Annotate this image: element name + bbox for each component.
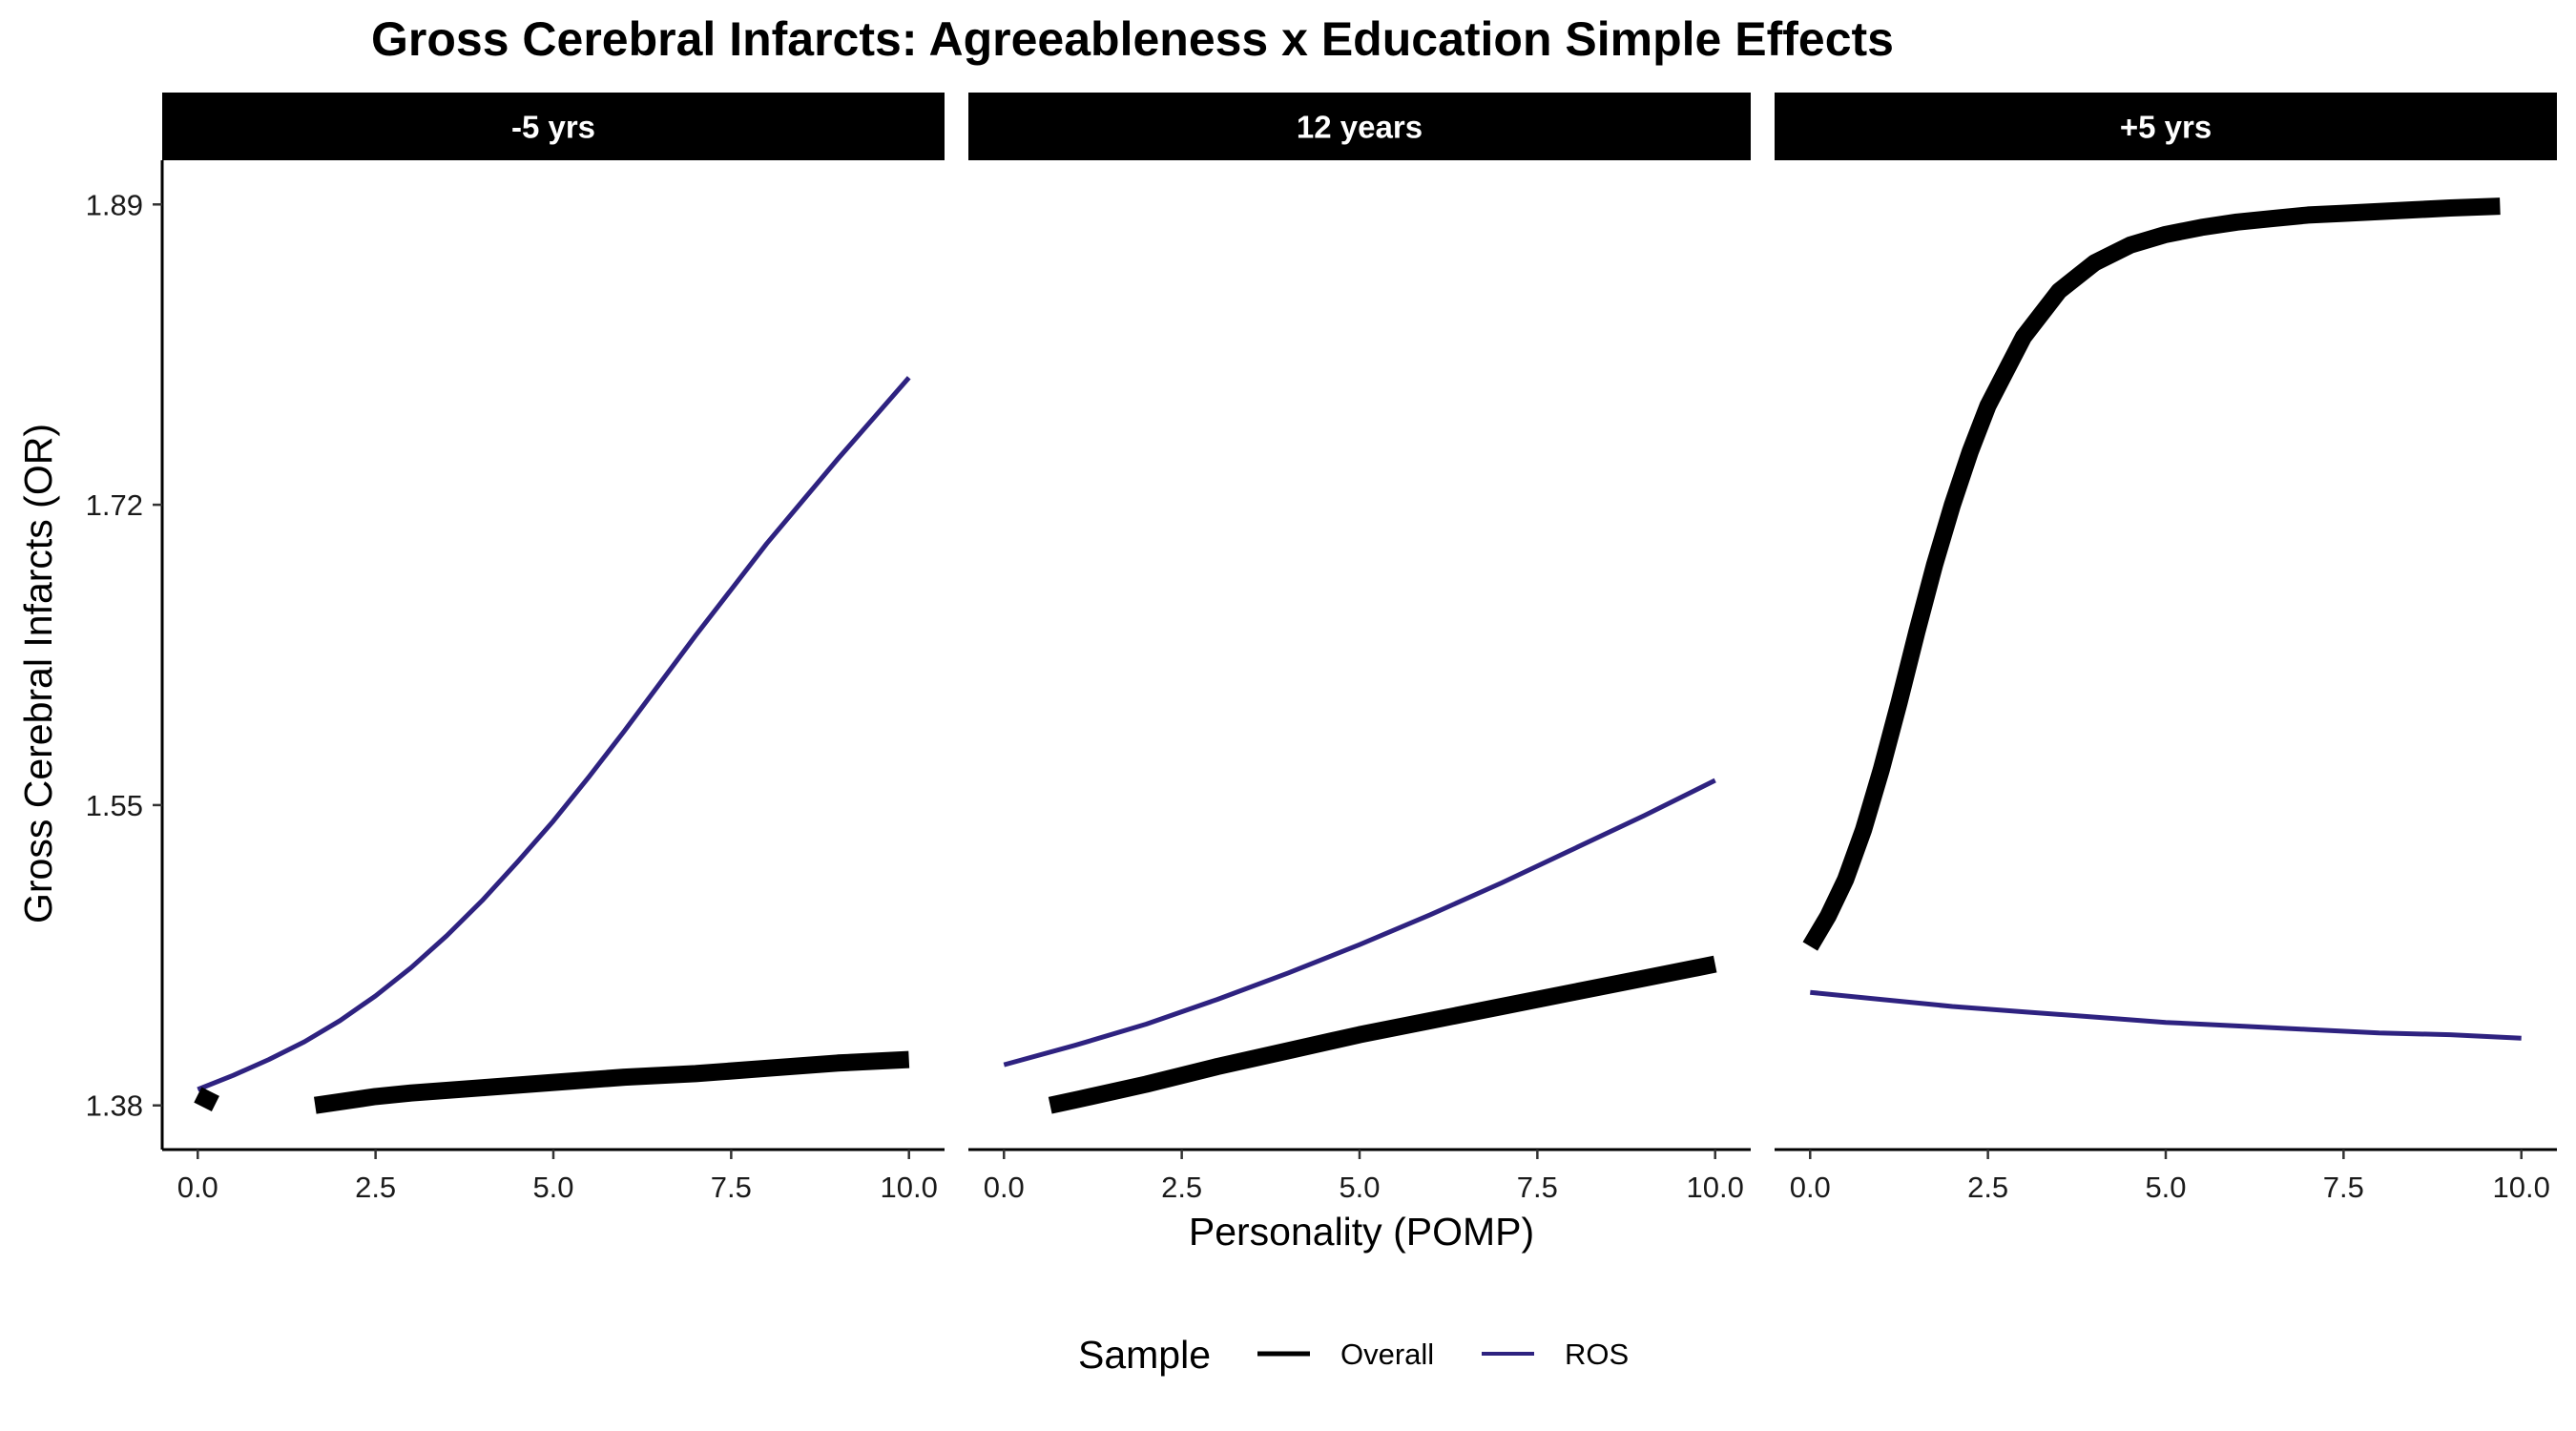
- x-tick-label: 7.5: [2323, 1171, 2364, 1204]
- legend-title: Sample: [1078, 1333, 1211, 1377]
- series-line-ros: [197, 376, 911, 1092]
- y-tick-label: 1.55: [86, 789, 143, 822]
- facet-strip-label: +5 yrs: [2120, 110, 2212, 145]
- x-axis-title: Personality (POMP): [1189, 1210, 1534, 1254]
- x-tick-label: 0.0: [984, 1171, 1025, 1204]
- panel-1: -5 yrs 1.38 1.55 1.72 1.89 0.0 2.5 5.0 7.5 10.0: [86, 93, 945, 1204]
- legend-item-ros: ROS: [1482, 1338, 1629, 1371]
- x-tick-label: 2.5: [1161, 1171, 1202, 1204]
- y-tick-label: 1.89: [86, 188, 143, 221]
- x-tick-label: 0.0: [177, 1171, 218, 1204]
- x-tick-label: 2.5: [355, 1171, 396, 1204]
- x-tick-label: 5.0: [532, 1171, 573, 1204]
- y-tick-label: 1.72: [86, 488, 143, 522]
- series-line-overall: [1048, 955, 1717, 1114]
- legend-item-overall: Overall: [1257, 1338, 1434, 1371]
- legend-label: ROS: [1565, 1338, 1629, 1371]
- y-tick-label: 1.38: [86, 1089, 143, 1123]
- facet-strip-label: -5 yrs: [511, 110, 595, 145]
- series-line-overall: [194, 1087, 219, 1111]
- chart-title: Gross Cerebral Infarcts: Agreeableness x…: [371, 12, 1894, 66]
- series-line-overall: [1802, 197, 2501, 951]
- facet-strip: [162, 93, 945, 160]
- panel-2: 12 years 0.0 2.5 5.0 7.5 10.0: [968, 93, 1751, 1204]
- series-line-overall: [313, 1050, 910, 1114]
- series-line-ros: [1810, 989, 2522, 1041]
- legend: Sample Overall ROS: [1078, 1333, 1629, 1377]
- x-tick-label: 10.0: [1687, 1171, 1744, 1204]
- x-tick-label: 0.0: [1790, 1171, 1831, 1204]
- x-tick-label: 2.5: [1967, 1171, 2008, 1204]
- x-tick-label: 7.5: [711, 1171, 752, 1204]
- x-tick-label: 5.0: [2145, 1171, 2186, 1204]
- facet-strip-label: 12 years: [1297, 110, 1423, 145]
- y-axis-title: Gross Cerebral Infarcts (OR): [16, 424, 60, 923]
- panel-3: +5 yrs 0.0 2.5 5.0 7.5 10.0: [1775, 93, 2557, 1204]
- legend-label: Overall: [1340, 1338, 1434, 1371]
- x-tick-label: 10.0: [881, 1171, 938, 1204]
- facet-strip: [968, 93, 1751, 160]
- x-tick-label: 7.5: [1517, 1171, 1558, 1204]
- series-line-ros: [1003, 778, 1716, 1068]
- x-tick-label: 5.0: [1339, 1171, 1380, 1204]
- x-tick-label: 10.0: [2493, 1171, 2550, 1204]
- facet-strip: [1775, 93, 2557, 160]
